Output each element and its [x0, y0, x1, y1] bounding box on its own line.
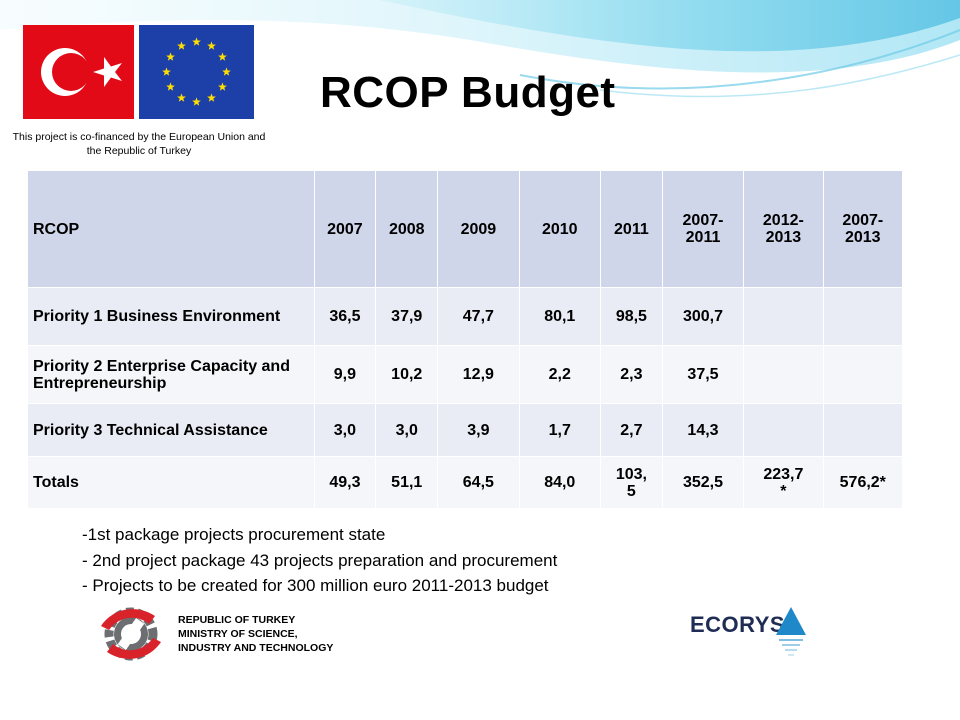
table-cell: 3,9: [437, 403, 520, 457]
page-title: RCOP Budget: [320, 68, 616, 117]
budget-table: RCOP 2007 2008 2009 2010 2011 2007- 2011 2012- 20…: [27, 170, 904, 509]
table-row: Totals 49,3 51,1 64,5 84,0 103, 5 352,5 223,7 * 57…: [27, 456, 904, 509]
table-header-row: RCOP 2007 2008 2009 2010 2011 2007- 2011 2012- 20…: [27, 170, 904, 288]
table-cell: 84,0: [518, 456, 601, 509]
table-cell: 14,3: [661, 403, 745, 457]
table-cell: 352,5: [661, 456, 745, 509]
row-label: Totals: [27, 456, 315, 509]
ministry-gear-logo-icon: [101, 607, 161, 661]
table-cell: 1,7: [518, 403, 601, 457]
table-cell: 2,7: [599, 403, 663, 457]
table-cell: [822, 287, 904, 346]
table-cell: 3,0: [375, 403, 439, 457]
column-header: RCOP: [27, 170, 315, 288]
column-header: 2010: [518, 170, 601, 288]
eu-star-icon: [218, 82, 227, 91]
table-cell: 10,2: [375, 345, 439, 404]
table-cell: 47,7: [437, 287, 520, 346]
eu-star-icon: [192, 37, 201, 46]
eu-star-icon: [177, 93, 186, 102]
ecorys-triangle-logo-icon: [776, 607, 806, 656]
table-cell: [743, 287, 824, 346]
eu-flag-icon: [139, 25, 254, 119]
table-cell: 37,5: [661, 345, 745, 404]
note-item: - Projects to be created for 300 million…: [82, 576, 549, 595]
table-cell: [743, 403, 824, 457]
table-cell: 37,9: [375, 287, 439, 346]
header-swoosh-decoration: [0, 0, 960, 98]
eu-star-icon: [222, 67, 231, 76]
table-cell: 223,7 *: [743, 456, 824, 509]
table-cell: 51,1: [375, 456, 439, 509]
eu-star-icon: [162, 67, 171, 76]
column-header: 2009: [437, 170, 520, 288]
note-item: -1st package projects procurement state: [82, 525, 386, 544]
table-row: Priority 3 Technical Assistance 3,0 3,0 3,9…: [27, 403, 904, 457]
table-cell: 2,2: [518, 345, 601, 404]
note-item: - 2nd project package 43 projects prepar…: [82, 550, 558, 570]
column-header: 2012- 2013: [743, 170, 824, 288]
table-cell: 3,0: [313, 403, 377, 457]
column-header: 2008: [375, 170, 439, 288]
table-cell: 36,5: [313, 287, 377, 346]
table-cell: [822, 345, 904, 404]
eu-star-icon: [192, 97, 201, 106]
table-cell: 49,3: [313, 456, 377, 509]
eu-star-icon: [207, 93, 216, 102]
eu-star-icon: [177, 41, 186, 50]
table-row: Priority 1 Business Environment 36,5 37,9 4…: [27, 287, 904, 346]
notes-list: -1st package projects procurement state …: [82, 522, 557, 599]
table-row: Priority 2 Enterprise Capacity and Entre…: [27, 345, 904, 404]
column-header: 2007- 2013: [822, 170, 904, 288]
table-cell: 103, 5: [599, 456, 663, 509]
table-cell: 98,5: [599, 287, 663, 346]
ministry-line: REPUBLIC OF TURKEY: [178, 614, 296, 626]
ministry-name: REPUBLIC OF TURKEY MINISTRY OF SCIENCE, …: [178, 613, 333, 655]
table-cell: [822, 403, 904, 457]
eu-star-icon: [166, 82, 175, 91]
table-cell: 80,1: [518, 287, 601, 346]
column-header: 2007: [313, 170, 377, 288]
table-cell: 9,9: [313, 345, 377, 404]
column-header: 2007- 2011: [661, 170, 745, 288]
eu-star-icon: [207, 41, 216, 50]
ecorys-logo-text: ECORYS: [690, 612, 786, 637]
eu-star-icon: [218, 52, 227, 61]
turkey-flag-icon: [23, 25, 134, 119]
row-label: Priority 2 Enterprise Capacity and Entre…: [27, 345, 315, 404]
row-label: Priority 3 Technical Assistance: [27, 403, 315, 457]
cofinance-caption: This project is co-financed by the Europ…: [12, 131, 266, 157]
eu-star-icon: [166, 52, 175, 61]
row-label: Priority 1 Business Environment: [27, 287, 315, 346]
table-cell: 576,2*: [822, 456, 904, 509]
table-cell: [743, 345, 824, 404]
table-cell: 2,3: [599, 345, 663, 404]
ministry-line: MINISTRY OF SCIENCE,: [178, 628, 298, 640]
column-header: 2011: [599, 170, 663, 288]
table-cell: 300,7: [661, 287, 745, 346]
table-cell: 12,9: [437, 345, 520, 404]
ministry-line: INDUSTRY AND TECHNOLOGY: [178, 642, 334, 654]
table-cell: 64,5: [437, 456, 520, 509]
